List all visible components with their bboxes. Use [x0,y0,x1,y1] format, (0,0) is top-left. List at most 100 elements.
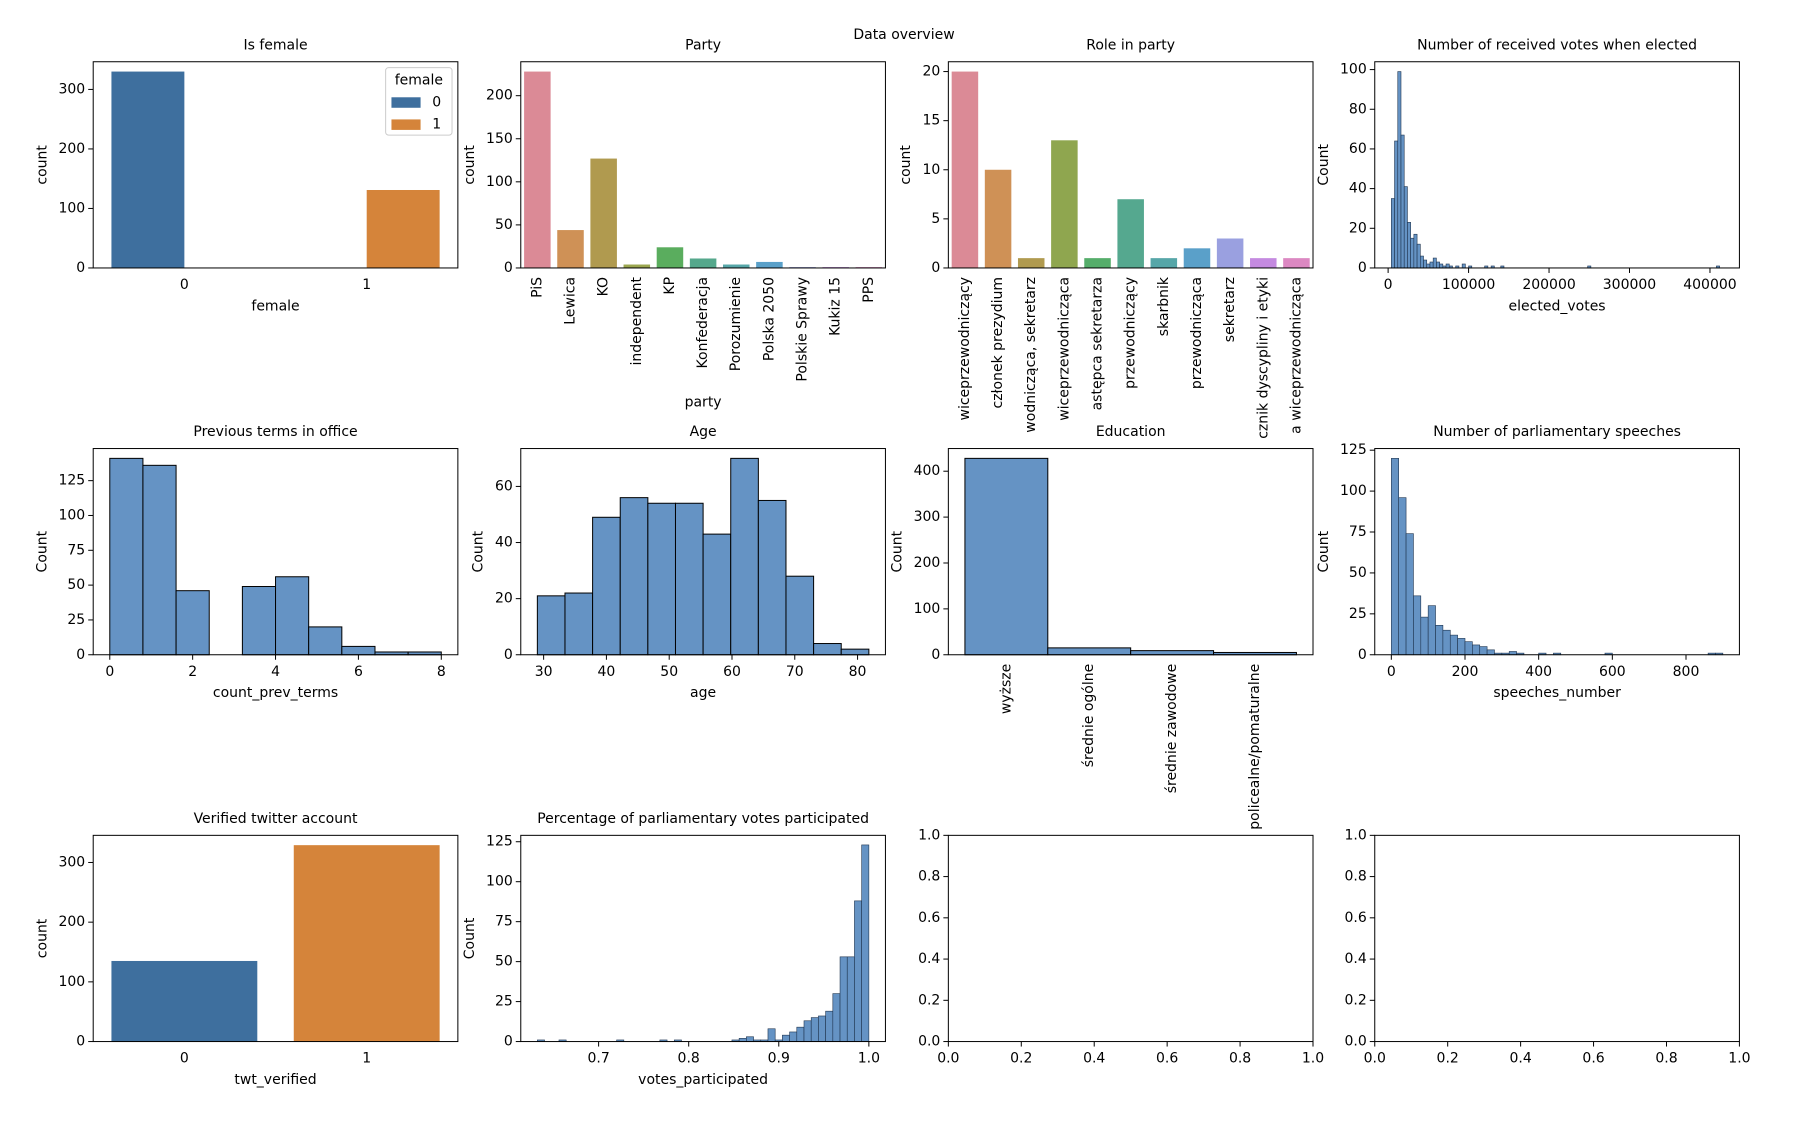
bar [951,71,979,268]
x-axis-label: elected_votes [1509,298,1606,314]
bar [1117,199,1144,268]
histogram-bar [846,956,855,1042]
x-tick-label: 4 [271,664,280,680]
histogram-bar [818,1015,826,1042]
y-tick-label: 0.6 [918,910,940,926]
histogram-bar [861,844,870,1042]
histogram-bar [1432,257,1437,269]
x-tick-label: PiS [529,277,545,298]
histogram-bar [564,592,594,656]
histogram-bar [1047,647,1132,656]
y-tick-label: 200 [58,141,85,157]
histogram-bar [1416,243,1421,269]
histogram-bar [757,499,787,656]
x-axis-label: votes_participated [638,1072,768,1088]
bar [1283,258,1310,268]
y-tick-label: 40 [1349,181,1367,197]
y-tick-label: 15 [923,113,941,129]
y-axis-label: Count [890,530,906,572]
chart-title: Number of parliamentary speeches [1433,424,1681,440]
y-tick-label: 100 [1340,483,1367,499]
y-tick-label: 0 [76,260,85,276]
x-axis-label: twt_verified [234,1072,316,1088]
y-tick-label: 20 [495,591,513,607]
y-tick-label: 0 [76,647,85,663]
x-tick-label: 200 [1452,664,1479,680]
x-tick-label: Lewica [563,277,579,325]
y-tick-label: 0 [931,647,940,663]
chart-title: Education [1096,424,1166,440]
chart-title: Previous terms in office [193,424,357,440]
histogram-bar [1461,263,1466,269]
y-tick-label: 75 [495,914,513,930]
y-tick-label: 50 [495,954,513,970]
x-tick-label: 0 [180,1051,189,1067]
legend-label: 1 [432,117,441,133]
histogram-bar [785,575,815,656]
histogram-bar [175,590,210,656]
histogram-bar [1130,650,1215,656]
bar [1017,258,1045,268]
x-axis-label: female [251,298,299,314]
histogram-bar [1394,140,1399,269]
histogram-bar [1442,629,1451,656]
y-tick-label: 125 [1340,442,1367,458]
x-tick-label: PPS [861,277,877,303]
histogram-bar [1403,186,1408,269]
x-tick-label: 70 [786,664,804,680]
bar [293,845,440,1042]
legend-swatch [391,97,421,108]
y-tick-label: 0.4 [918,951,940,967]
x-tick-label: 400000 [1683,277,1736,293]
figure-title: Data overview [853,27,954,43]
axes-frame [520,61,886,269]
x-tick-label: a wiceprzewodnicząca [1288,277,1304,434]
y-tick-label: 0.2 [918,992,940,1008]
y-tick-label: 0.0 [918,1034,940,1050]
histogram-bar [1436,261,1440,269]
x-tick-label: Konfederacja [695,277,711,368]
histogram-bar [746,1036,754,1042]
y-tick-label: 75 [67,542,85,558]
x-tick-label: wyższe [998,664,1014,714]
bar [1216,238,1244,268]
bar [1051,140,1078,268]
histogram-bar [341,645,376,656]
x-tick-label: 0 [180,277,189,293]
histogram-bar [619,497,649,656]
bar [1183,248,1211,268]
histogram-bar [1457,638,1466,656]
histogram-bar [109,457,144,656]
y-tick-label: 40 [495,535,513,551]
y-axis-label: Count [1316,530,1332,572]
bar [111,960,258,1042]
y-tick-label: 200 [58,914,85,930]
histogram-bar [1405,533,1414,656]
histogram-bar [813,643,842,656]
histogram-bar [1426,263,1431,269]
y-tick-label: 200 [914,555,941,571]
axes-frame [92,448,459,656]
x-tick-label: 200000 [1522,277,1575,293]
histogram-bar [1479,646,1488,656]
chart-title: Age [690,424,717,440]
histogram-bar [840,648,870,656]
histogram-bar [1391,458,1399,656]
histogram-bar [1397,71,1402,269]
x-tick-label: 1 [362,1051,371,1067]
y-tick-label: 60 [495,478,513,494]
y-tick-label: 100 [486,174,513,190]
axes-frame [947,61,1314,269]
y-tick-label: 300 [58,854,85,870]
y-tick-label: 0 [1358,260,1367,276]
x-tick-label: Kukiz 15 [828,277,844,336]
y-tick-label: 100 [1340,62,1367,78]
x-tick-label: KP [662,277,678,295]
x-tick-label: Polskie Sprawy [795,277,811,382]
x-tick-label: 0.0 [1364,1051,1386,1067]
y-tick-label: 80 [1349,101,1367,117]
x-axis-label: party [685,394,722,410]
bar [111,71,185,268]
histogram-bar [854,900,862,1042]
x-tick-label: wiceprzewodniczący [957,277,973,421]
